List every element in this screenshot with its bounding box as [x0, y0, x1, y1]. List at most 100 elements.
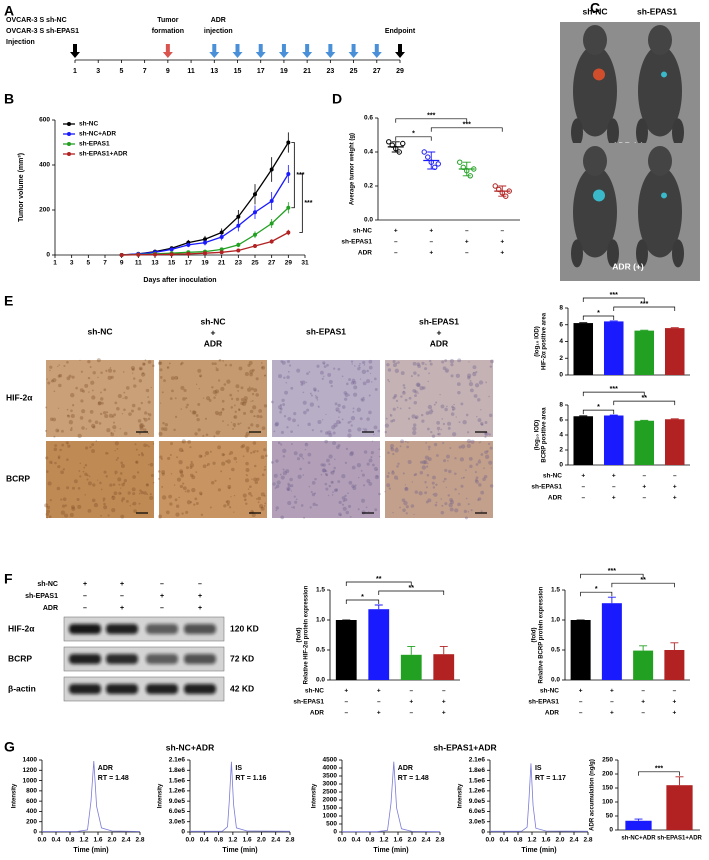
histology-image [44, 440, 155, 519]
cell [441, 360, 445, 364]
cell [366, 379, 371, 384]
cell [405, 505, 409, 509]
cell [234, 410, 237, 413]
cell [57, 429, 59, 432]
cell [187, 440, 192, 444]
cell [68, 374, 72, 378]
cell [394, 396, 396, 398]
cell [352, 392, 358, 397]
condition-value: + [610, 688, 614, 695]
cell [126, 500, 129, 503]
cell [130, 409, 135, 413]
cell [337, 443, 341, 447]
cell [270, 400, 274, 404]
x-tick-label: 27 [268, 260, 276, 267]
y-tick-label: 0.5 [316, 647, 325, 654]
cell [322, 361, 326, 365]
cell [433, 442, 438, 447]
condition-value: + [442, 710, 446, 717]
cell [247, 426, 251, 430]
cell [147, 400, 151, 404]
cell [97, 401, 102, 405]
x-tick-label: 0.8 [513, 837, 522, 844]
cell [264, 374, 267, 377]
cell [242, 493, 247, 498]
cell [213, 362, 217, 366]
y-tick-label: 1000 [323, 813, 338, 820]
y-axis-label: Relative BCRP protein expression [539, 586, 545, 683]
cell [84, 464, 88, 467]
cell [199, 374, 203, 378]
legend-marker [67, 152, 71, 156]
cell [425, 441, 428, 444]
point [219, 247, 224, 252]
cell [472, 372, 477, 377]
cell [310, 490, 313, 494]
cell [359, 363, 361, 365]
cell [315, 396, 319, 399]
cell [243, 411, 247, 415]
cell [287, 489, 289, 491]
cell [97, 376, 99, 379]
cell [341, 405, 346, 409]
point [119, 253, 124, 257]
cell [214, 389, 220, 394]
cell [170, 376, 175, 381]
cell [430, 431, 433, 434]
x-tick-label: 11 [135, 260, 142, 267]
y-tick-label: 400 [26, 808, 37, 815]
x-tick-label: 17 [185, 260, 193, 267]
cell [166, 366, 170, 369]
panel-label: E [4, 293, 13, 309]
cell [149, 493, 152, 496]
cell [97, 401, 102, 406]
cell [277, 405, 282, 410]
y-tick-label: 1.0 [316, 617, 325, 624]
cell [253, 415, 256, 418]
cell [57, 365, 59, 368]
band [69, 684, 101, 694]
cell [131, 372, 134, 374]
annotation: RT = 1.48 [98, 775, 129, 782]
cell [275, 506, 279, 510]
cell [390, 446, 393, 450]
cell [161, 485, 164, 488]
timeline-day: 17 [257, 68, 265, 75]
cell [91, 449, 95, 453]
bar [633, 650, 654, 680]
cell [324, 439, 329, 444]
x-tick-label: 2.8 [435, 837, 444, 844]
cell [205, 433, 209, 437]
cell [449, 358, 455, 364]
cell [448, 503, 453, 508]
cell [185, 397, 188, 400]
bar [433, 654, 455, 680]
cell [66, 414, 69, 417]
cell [240, 386, 244, 390]
cell [139, 426, 144, 431]
y-tick-label: 4000 [323, 765, 338, 772]
cell [263, 468, 267, 471]
cell [226, 459, 231, 464]
band [106, 654, 138, 664]
cell [437, 432, 441, 436]
cell [361, 510, 366, 515]
error-bar [427, 151, 436, 170]
cell [417, 392, 419, 394]
point [269, 239, 274, 244]
cell [449, 507, 454, 512]
cell [323, 365, 327, 368]
cell [321, 468, 327, 473]
histology-image [157, 439, 268, 519]
cell [67, 414, 71, 418]
cell [257, 496, 261, 501]
y-tick-label: 1.2e6 [169, 788, 186, 795]
timeline-arrow [325, 52, 336, 58]
error-bar [634, 818, 643, 821]
cell [191, 410, 196, 415]
x-tick-label: 2.8 [135, 837, 144, 844]
x-tick-label: 5 [87, 260, 91, 267]
cell [176, 477, 182, 482]
cell [144, 411, 148, 415]
point [236, 214, 241, 219]
